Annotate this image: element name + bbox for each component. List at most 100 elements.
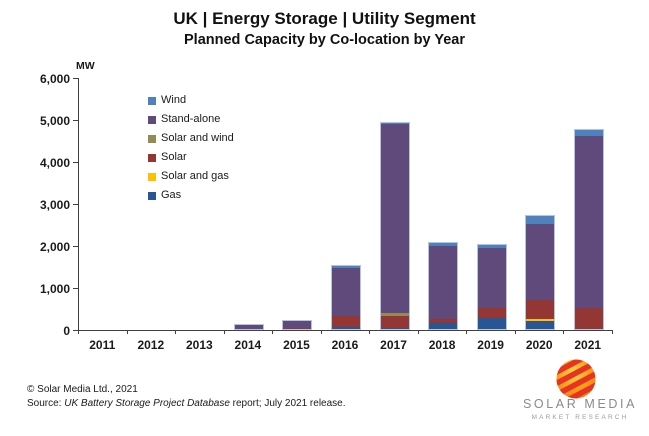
x-axis-category-label: 2019	[477, 338, 504, 352]
x-axis-category-label: 2015	[283, 338, 310, 352]
bar-segment-stand-alone	[234, 325, 263, 329]
solar-media-logo: SOLAR MEDIA MARKET RESEARCH	[523, 358, 642, 435]
x-axis-tick-mark	[320, 330, 322, 334]
legend-item-gas: Gas	[148, 190, 234, 201]
legend-swatch	[148, 172, 156, 181]
bar-segment-gas	[526, 321, 555, 329]
bar-2018	[428, 241, 459, 330]
bar-segment-solar-and-wind	[380, 313, 409, 316]
logo-brand-text: SOLAR MEDIA	[524, 397, 637, 411]
bar-segment-solar	[477, 308, 506, 318]
x-axis-category-label: 2021	[574, 338, 602, 352]
chart-title: UK | Energy Storage | Utility Segment	[173, 9, 476, 28]
x-axis-category-label: 2018	[428, 338, 456, 352]
x-axis-category-label: 2016	[331, 338, 359, 352]
y-axis-tick-label: 2,000	[39, 239, 70, 254]
legend-swatch	[148, 153, 156, 162]
bar-segment-stand-alone	[526, 224, 555, 301]
bar-2016	[331, 264, 361, 330]
chart-subtitle: Planned Capacity by Co-location by Year	[184, 32, 465, 48]
x-axis-tick-mark	[272, 330, 274, 334]
bar-segment-wind	[380, 123, 409, 125]
bar-segment-solar	[380, 315, 409, 328]
y-axis-tick-mark	[73, 204, 78, 205]
copyright-text: © Solar Media Ltd., 2021	[27, 384, 138, 395]
legend-label: Solar and gas	[161, 170, 229, 182]
y-axis-unit-label: MW	[76, 60, 95, 72]
bar-2020	[525, 215, 556, 330]
solar-media-logo-icon: SOLAR MEDIA MARKET RESEARCH	[523, 359, 637, 421]
bar-segment-stand-alone	[332, 267, 360, 316]
bar-segment-wind	[429, 242, 458, 246]
y-axis-tick-mark	[73, 162, 78, 163]
x-axis-category-label: 2013	[185, 338, 213, 352]
bar-segment-gas	[380, 327, 409, 329]
y-axis-line	[78, 78, 79, 330]
legend-item-wind: Wind	[148, 95, 234, 106]
bar-segment-stand-alone	[283, 321, 312, 328]
bar-segment-stand-alone	[477, 248, 506, 309]
footer: © Solar Media Ltd., 2021 Source: UK Batt…	[27, 383, 346, 411]
legend-item-solar: Solar	[148, 152, 234, 163]
bar-2019	[476, 244, 507, 330]
bar-segment-solar	[574, 308, 603, 329]
y-axis-tick-label: 1,000	[39, 281, 70, 296]
x-axis-tick-mark	[223, 330, 225, 334]
x-axis-tick-mark	[563, 330, 565, 334]
bar-segment-solar	[283, 327, 312, 329]
legend-label: Gas	[161, 189, 182, 201]
legend-label: Stand-alone	[161, 113, 221, 125]
x-axis-tick-mark	[514, 330, 516, 334]
x-axis-tick-mark	[466, 330, 468, 334]
x-axis-tick-mark	[126, 330, 128, 334]
y-axis-tick-label: 5,000	[39, 113, 70, 128]
legend-item-solar-and-wind: Solar and wind	[148, 133, 234, 144]
legend-label: Wind	[161, 94, 187, 106]
x-axis-line	[78, 330, 612, 331]
y-axis-tick-label: 4,000	[39, 155, 70, 170]
legend-swatch	[148, 96, 156, 105]
bar-2017	[379, 122, 410, 330]
x-axis-category-label: 2011	[89, 338, 116, 352]
x-axis-category-label: 2020	[525, 338, 553, 352]
bar-2015	[282, 320, 313, 330]
y-axis-tick-mark	[73, 246, 78, 247]
x-axis-category-label: 2017	[380, 338, 407, 352]
y-axis-tick-label: 6,000	[39, 71, 70, 86]
bar-segment-wind	[526, 216, 555, 225]
legend-label: Solar	[161, 151, 187, 163]
source-database-name: UK Battery Storage Project Database	[64, 398, 230, 409]
y-axis-tick-mark	[73, 330, 78, 331]
x-axis-tick-mark	[369, 330, 371, 334]
bar-segment-stand-alone	[574, 135, 603, 308]
x-axis-tick-mark	[417, 330, 419, 334]
bar-2021	[573, 128, 604, 330]
bar-segment-wind	[574, 129, 603, 136]
bar-segment-wind	[332, 265, 360, 268]
y-axis-tick-mark	[73, 120, 78, 121]
legend-swatch	[148, 191, 156, 200]
legend-swatch	[148, 134, 156, 143]
legend-item-stand-alone: Stand-alone	[148, 114, 234, 125]
x-axis-category-label: 2014	[234, 338, 262, 352]
legend-label: Solar and wind	[161, 132, 234, 144]
bar-segment-solar-and-gas	[526, 319, 555, 322]
bar-segment-solar	[332, 316, 360, 327]
x-axis-tick-mark	[612, 330, 613, 334]
source-text: Source: UK Battery Storage Project Datab…	[27, 398, 346, 409]
legend-item-solar-and-gas: Solar and gas	[148, 171, 234, 182]
logo-tagline-text: MARKET RESEARCH	[532, 414, 629, 421]
bar-segment-gas	[332, 326, 360, 329]
y-axis-tick-label: 0	[63, 323, 70, 338]
bar-segment-wind	[477, 245, 506, 249]
x-axis-tick-mark	[78, 330, 79, 334]
bar-segment-solar	[429, 319, 458, 323]
y-axis-tick-mark	[73, 288, 78, 289]
bar-segment-gas	[477, 317, 506, 329]
x-axis-category-label: 2012	[137, 338, 165, 352]
legend: Wind Stand-alone Solar and wind Solar Solar …	[148, 95, 234, 209]
bar-segment-solar	[526, 300, 555, 320]
bar-segment-stand-alone	[380, 124, 409, 314]
legend-swatch	[148, 115, 156, 124]
